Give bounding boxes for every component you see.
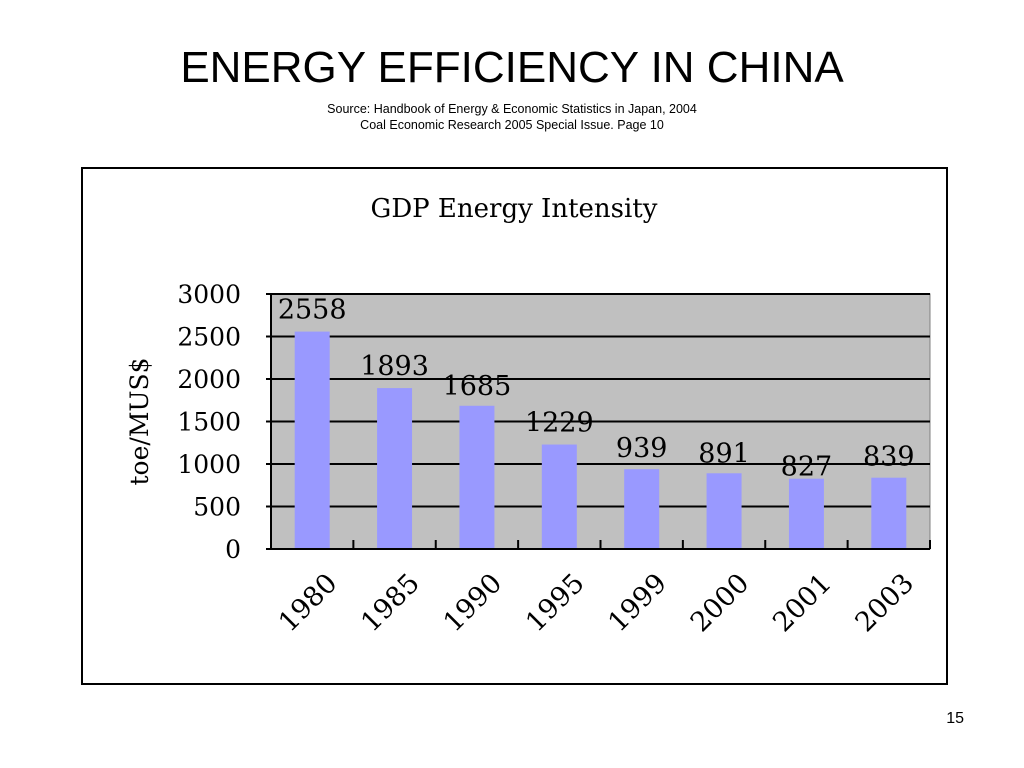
x-tick-label: 1999 [602,568,673,639]
bar [706,473,742,549]
bar [294,331,330,549]
slide-title: ENERGY EFFICIENCY IN CHINA [180,43,844,92]
bar [377,388,413,549]
y-tick-label: 500 [193,493,241,522]
x-tick-label: 1985 [355,568,426,639]
y-tick-label: 1000 [177,450,241,479]
data-label: 827 [781,452,833,483]
x-tick-label: 1980 [273,568,344,639]
data-label: 1685 [443,371,512,402]
bar [541,444,577,549]
y-axis-label: toe/MUS$ [125,357,154,485]
data-label: 1229 [525,408,594,439]
data-label: 939 [616,433,668,464]
bar [871,477,907,549]
chart-frame: GDP Energy Intensity 0 500 1000 1500 2000 2500… [81,167,948,685]
page-number: 15 [946,710,964,727]
x-tick-label: 2003 [850,568,921,639]
y-tick-label: 2000 [177,365,241,394]
source-line-2: Coal Economic Research 2005 Special Issu… [360,118,664,132]
data-label: 1893 [360,351,429,382]
x-tick-label: 1990 [438,568,509,639]
y-tick-label: 1500 [177,408,241,437]
bar [459,405,495,549]
y-tick-label: 0 [225,535,241,564]
chart-title: GDP Energy Intensity [371,194,658,224]
data-label: 891 [698,438,750,469]
x-tick-label: 1995 [520,568,591,639]
bar [624,469,660,549]
bar [788,478,824,549]
data-label: 839 [863,442,915,473]
y-tick-label: 3000 [177,280,241,309]
x-tick-label: 2001 [767,568,838,639]
x-tick-label: 2000 [685,568,756,639]
y-tick-label: 2500 [177,323,241,352]
data-label: 2558 [278,295,347,326]
bar-chart: GDP Energy Intensity 0 500 1000 1500 2000 2500… [125,194,931,639]
source-line-1: Source: Handbook of Energy & Economic St… [327,102,697,116]
